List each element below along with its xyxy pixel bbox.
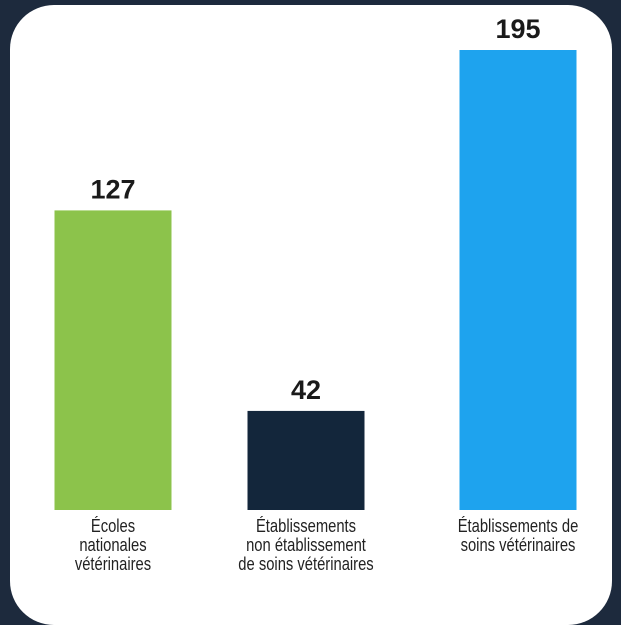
chart-panel: 127 42 195 Écoles nationales vétérinaires É… <box>10 5 612 625</box>
value-label: 127 <box>90 174 135 204</box>
category-label: Établissements non établissement de soin… <box>238 516 374 574</box>
chart: 127 42 195 <box>54 14 577 510</box>
bar <box>459 50 577 510</box>
value-label: 195 <box>495 14 540 44</box>
bar <box>247 410 365 510</box>
value-label: 42 <box>291 375 321 405</box>
category-label: Écoles nationales vétérinaires <box>74 516 152 574</box>
bar <box>54 210 172 510</box>
category-label: Établissements de soins vétérinaires <box>457 516 579 555</box>
page: 127 42 195 Écoles nationales vétérinaires É… <box>10 5 612 625</box>
